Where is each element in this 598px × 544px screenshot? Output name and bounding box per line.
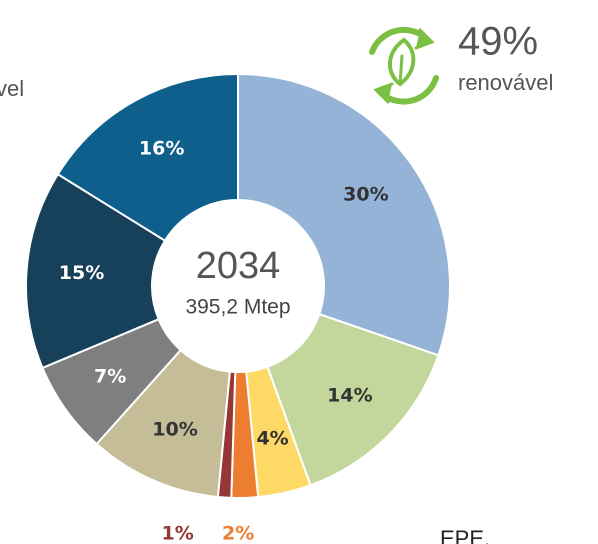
- badge-value: 49%: [458, 20, 538, 64]
- segment-label: 7%: [94, 366, 126, 388]
- donut-segment: [237, 72, 451, 357]
- segment-label: 30%: [343, 183, 388, 205]
- center-subtitle: 395,2 Mtep: [185, 296, 290, 319]
- donut-segment: [266, 312, 440, 487]
- recycle-icon: [369, 26, 439, 105]
- center-title: 2034: [196, 245, 281, 287]
- segment-label: 10%: [152, 418, 197, 440]
- segment-label: 16%: [139, 137, 184, 159]
- donut-segment: [25, 172, 167, 370]
- cut-text: vel: [0, 76, 24, 101]
- segment-label: 1%: [162, 523, 194, 544]
- badge-label: renovável: [458, 70, 553, 95]
- segment-label: 14%: [327, 385, 372, 407]
- segment-label: 4%: [256, 428, 288, 450]
- source: EPE.: [440, 526, 490, 544]
- segment-label: 2%: [222, 523, 254, 544]
- donut-segment: [56, 72, 239, 243]
- segment-label: 15%: [59, 262, 104, 284]
